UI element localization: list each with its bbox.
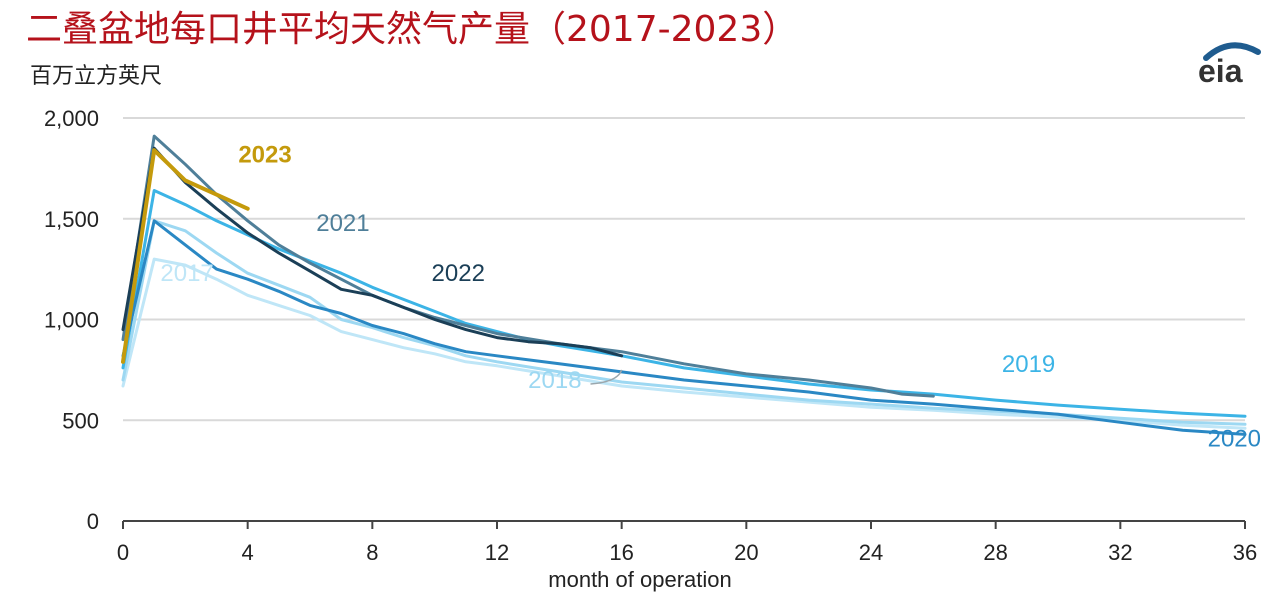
series-lines <box>121 134 1247 436</box>
x-tick-label: 24 <box>859 540 883 565</box>
unit-label: 百万立方英尺 <box>30 64 163 89</box>
y-tick-label: 1,000 <box>44 308 99 333</box>
grid-lines <box>123 117 1245 522</box>
x-axis-title: month of operation <box>548 567 731 592</box>
series-label-2017: 2017 <box>160 260 213 287</box>
y-tick-label: 2,000 <box>44 106 99 131</box>
series-line-2023 <box>121 148 250 364</box>
x-tick-label: 16 <box>609 540 633 565</box>
series-label-2020: 2020 <box>1208 425 1261 452</box>
x-tick-label: 4 <box>242 540 254 565</box>
y-tick-label: 0 <box>87 509 99 534</box>
y-tick-label: 500 <box>62 408 99 433</box>
chart-title: 二叠盆地每口井平均天然气产量（2017-2023） <box>26 9 799 50</box>
series-label-2018: 2018 <box>528 367 581 394</box>
x-tick-label: 32 <box>1108 540 1132 565</box>
series-line-2020 <box>121 219 1247 436</box>
y-tick-label: 1,500 <box>44 207 99 232</box>
svg-text:eia: eia <box>1198 53 1243 86</box>
series-line-2021 <box>121 134 935 398</box>
series-line-2017 <box>121 257 1247 430</box>
series-label-2021: 2021 <box>316 210 369 237</box>
x-tick-label: 12 <box>485 540 509 565</box>
x-tick-label: 28 <box>983 540 1007 565</box>
series-label-2023: 2023 <box>238 141 291 168</box>
series-labels: 2017 2018 2019 2020 2021 2022 2023 <box>160 141 1261 452</box>
series-label-2022: 2022 <box>432 260 485 287</box>
series-line-2022 <box>121 146 624 358</box>
eia-logo: eia <box>1198 42 1261 86</box>
leader-line-2018 <box>590 369 623 385</box>
y-ticks: 0 500 1,000 1,500 2,000 <box>44 106 99 534</box>
x-ticks: 0 4 8 12 16 20 24 28 32 36 <box>117 521 1257 565</box>
x-tick-label: 0 <box>117 540 129 565</box>
x-tick-label: 20 <box>734 540 758 565</box>
x-tick-label: 36 <box>1233 540 1257 565</box>
series-line-2019 <box>121 189 1247 418</box>
series-line-2018 <box>121 219 1247 426</box>
series-label-2019: 2019 <box>1002 351 1055 378</box>
x-tick-label: 8 <box>366 540 378 565</box>
